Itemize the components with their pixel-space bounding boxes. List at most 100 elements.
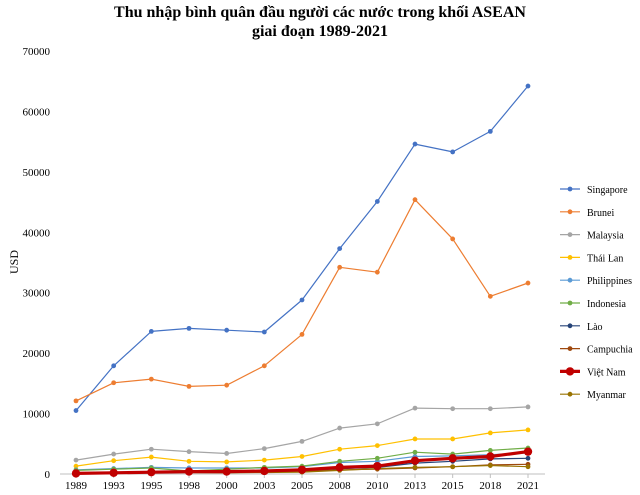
legend-label: Lào [587, 322, 603, 333]
data-point [186, 383, 192, 389]
data-point [111, 363, 117, 369]
data-point [448, 454, 457, 463]
x-tick-label: 1998 [178, 480, 201, 492]
data-point [337, 246, 343, 252]
data-point [148, 376, 154, 382]
series-line [75, 406, 529, 461]
data-point [224, 382, 230, 388]
x-tick-label: 2010 [366, 480, 389, 492]
series-việt-nam [71, 447, 533, 478]
legend-label: Thái Lan [587, 253, 623, 264]
legend-label: Philippines [587, 276, 632, 287]
legend-item: Việt Nam [560, 367, 626, 378]
series-brunei [73, 197, 531, 404]
x-tick-label: 1989 [65, 480, 88, 492]
legend-label: Brunei [587, 208, 614, 219]
data-point [374, 443, 380, 448]
y-tick-label: 50000 [23, 167, 51, 179]
data-point [224, 451, 230, 456]
legend-item: Philippines [560, 276, 632, 287]
data-point [148, 454, 154, 460]
data-point [299, 297, 305, 303]
legend-swatch-marker [567, 346, 573, 351]
data-point [260, 466, 269, 476]
data-point [337, 458, 343, 464]
data-point [71, 469, 81, 478]
y-tick-label: 30000 [23, 288, 51, 300]
data-point [374, 455, 380, 461]
data-point [374, 421, 380, 427]
data-point [374, 199, 380, 204]
y-tick-label: 0 [45, 469, 51, 481]
data-point [261, 446, 267, 452]
data-point [109, 468, 118, 477]
x-tick-label: 2021 [517, 480, 539, 492]
data-point [261, 329, 267, 335]
legend-item: Lào [560, 322, 603, 333]
x-tick-label: 2000 [216, 480, 239, 492]
series-malaysia [73, 404, 531, 463]
legend-item: Malaysia [560, 231, 624, 242]
data-point [487, 406, 493, 412]
x-tick-label: 2015 [442, 480, 465, 492]
data-point [111, 380, 117, 386]
data-point [525, 427, 531, 433]
data-point [73, 463, 79, 469]
data-point [337, 446, 343, 452]
data-point [412, 197, 418, 203]
x-tick-label: 2005 [291, 480, 314, 492]
data-point [525, 455, 531, 461]
data-point [261, 363, 267, 369]
x-tick-label: 2008 [329, 480, 352, 492]
legend-item: Indonesia [560, 299, 626, 310]
data-point [525, 464, 531, 470]
data-point [186, 449, 192, 455]
series-singapore [73, 83, 531, 413]
chart-title-line-2: giai đoạn 1989-2021 [251, 23, 388, 40]
data-point [410, 456, 420, 465]
data-point [412, 405, 418, 411]
legend-swatch-marker [567, 277, 573, 283]
x-tick-label: 1995 [140, 480, 163, 492]
legend-item: Thái Lan [560, 253, 623, 264]
legend-label: Singapore [587, 185, 628, 196]
data-point [186, 325, 192, 331]
data-point [111, 458, 117, 464]
legend-swatch-marker [567, 186, 573, 192]
data-point [487, 128, 493, 134]
data-point [450, 236, 456, 242]
data-point [412, 436, 418, 442]
legend-item: Campuchia [560, 345, 633, 356]
data-point [523, 447, 533, 456]
data-point [450, 464, 456, 470]
legend-item: Singapore [560, 185, 628, 196]
data-point [450, 406, 456, 412]
data-point [73, 457, 79, 463]
data-point [299, 332, 305, 337]
y-tick-label: 60000 [23, 106, 51, 118]
data-point [373, 461, 382, 471]
data-point [450, 436, 456, 442]
data-point [337, 264, 343, 270]
legend-label: Việt Nam [587, 367, 626, 378]
data-point [335, 463, 344, 472]
x-tick-label: 1993 [103, 480, 126, 492]
data-point [184, 467, 194, 476]
data-point [487, 293, 493, 299]
data-point [297, 465, 307, 474]
chart-title-line-1: Thu nhập bình quân đầu người các nước tr… [114, 4, 526, 21]
legend-label: Malaysia [587, 231, 624, 242]
legend-item: Myanmar [560, 390, 627, 401]
data-point [261, 457, 267, 463]
legend-swatch-marker [567, 255, 573, 260]
data-point [525, 280, 531, 286]
data-point [412, 464, 418, 470]
data-point [487, 448, 493, 453]
legend-swatch-marker [567, 300, 573, 306]
data-point [412, 141, 418, 147]
legend-swatch-marker [567, 323, 573, 329]
series-line [75, 85, 529, 411]
data-point [525, 404, 531, 410]
data-point [450, 149, 456, 155]
